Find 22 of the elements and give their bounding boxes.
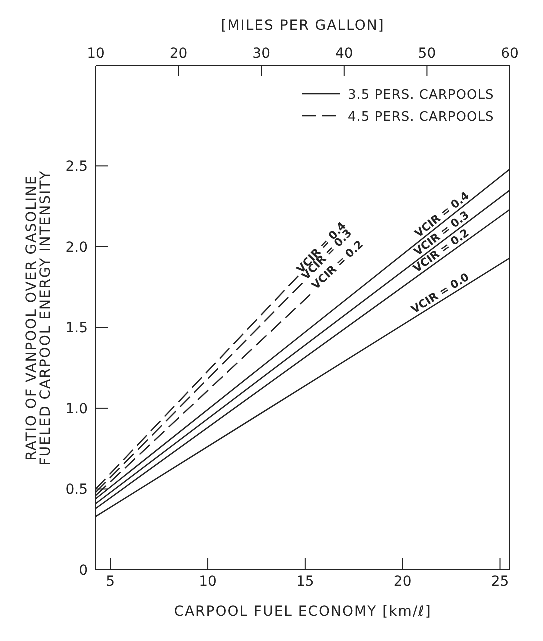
- x-tick-label: 20: [394, 574, 412, 590]
- y-axis-title: RATIO OF VANPOOL OVER GASOLINE FUELED CARPOOL ENERGY INTENSITY: [24, 170, 54, 466]
- x-tick-label: 15: [296, 574, 314, 590]
- x2-tick-label: 50: [418, 46, 436, 62]
- y-tick-label: 1.5: [66, 320, 88, 337]
- y-tick-label: 0: [79, 562, 88, 579]
- annotation: 4.5 PERS. CARPOOLS: [348, 110, 494, 125]
- y-tick-label: 2.5: [66, 159, 88, 176]
- x2-axis-title: [MILES PER GALLON]: [221, 18, 385, 34]
- x-tick-label: 25: [491, 574, 510, 590]
- y-tick-label: 0.5: [66, 482, 88, 498]
- x-tick-label: 10: [199, 574, 217, 590]
- x2-tick-label: 60: [501, 46, 519, 62]
- x2-tick-label: 30: [252, 46, 271, 62]
- x-tick-label: 5: [106, 574, 116, 590]
- annotation: 3.5 PERS. CARPOOLS: [348, 88, 494, 103]
- x2-tick-label: 40: [335, 46, 354, 62]
- x2-tick-label: 20: [170, 46, 188, 62]
- y-tick-label: 2.0: [66, 240, 88, 256]
- y-tick-label: 1.0: [66, 401, 88, 418]
- x-axis-title: CARPOOL FUEL ECONOMY [km/ℓ]: [174, 604, 432, 620]
- x2-tick-label: 10: [87, 46, 105, 62]
